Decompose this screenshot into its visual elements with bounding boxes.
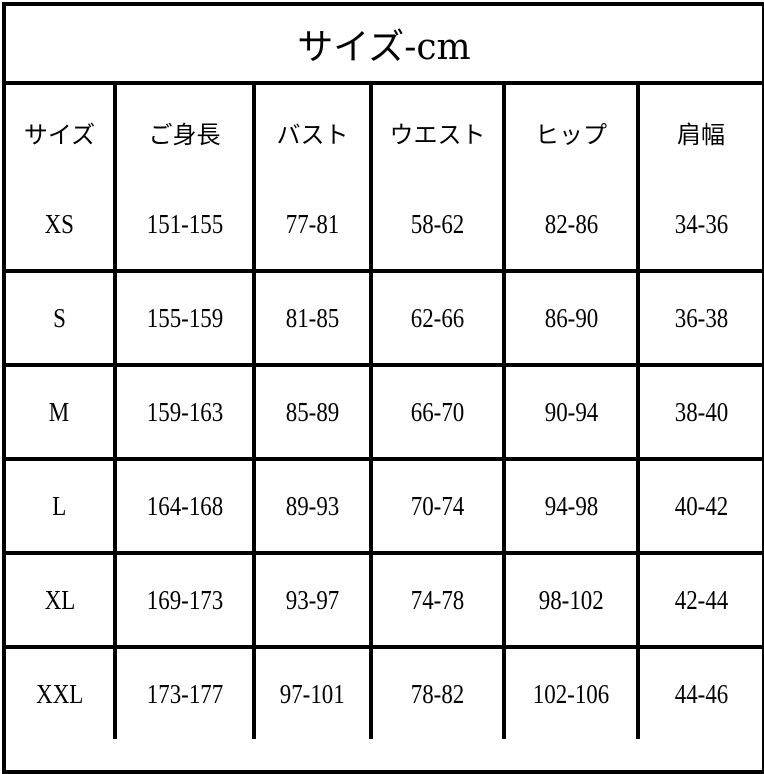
cell-text: 89-93: [285, 490, 340, 521]
cell-text: M: [49, 396, 70, 427]
cell-text: 78-82: [410, 678, 465, 709]
size-label-cell: M: [6, 363, 117, 461]
table-cell: 77-81: [252, 179, 373, 273]
table-cell: 42-44: [636, 551, 762, 649]
table-cell: 40-42: [636, 457, 762, 555]
cell-text: 155-159: [146, 302, 223, 333]
cell-text: 151-155: [146, 208, 223, 239]
table-cell: 58-62: [369, 179, 506, 273]
cell-text: 169-173: [146, 584, 223, 615]
table-cell: 85-89: [252, 363, 373, 461]
chart-title: サイズ-cm: [6, 6, 762, 85]
table-cell: 93-97: [252, 551, 373, 649]
cell-text: 164-168: [146, 490, 223, 521]
cell-text: 36-38: [674, 302, 728, 333]
table-row: M 159-163 85-89 66-70 90-94 38-40: [6, 363, 762, 461]
table-row: XXL 173-177 97-101 78-82 102-106 44-46: [6, 645, 762, 739]
cell-text: 159-163: [146, 396, 223, 427]
table-cell: 81-85: [252, 269, 373, 367]
table-cell: 159-163: [113, 363, 256, 461]
cell-text: XS: [44, 208, 75, 239]
cell-text: 85-89: [285, 396, 340, 427]
cell-text: 90-94: [544, 396, 598, 427]
header-cell: バスト: [252, 85, 373, 179]
table-cell: 38-40: [636, 363, 762, 461]
cell-text: 62-66: [410, 302, 465, 333]
cell-text: 40-42: [674, 490, 728, 521]
cell-text: S: [53, 302, 66, 333]
header-cell: ヒップ: [502, 85, 640, 179]
table-cell: 151-155: [113, 179, 256, 273]
cell-text: XL: [44, 584, 75, 615]
table-cell: 86-90: [502, 269, 640, 367]
cell-text: 173-177: [146, 678, 223, 709]
size-label-cell: XS: [6, 179, 117, 273]
cell-text: 74-78: [410, 584, 465, 615]
cell-text: 82-86: [544, 208, 598, 239]
size-label-cell: XXL: [6, 645, 117, 739]
table-cell: 102-106: [502, 645, 640, 739]
table-row: XL 169-173 93-97 74-78 98-102 42-44: [6, 551, 762, 649]
cell-text: 70-74: [410, 490, 465, 521]
cell-text: 44-46: [674, 678, 728, 709]
table-cell: 164-168: [113, 457, 256, 555]
header-cell: 肩幅: [636, 85, 762, 179]
header-row: サイズ ご身長 バスト ウエスト ヒップ 肩幅: [6, 85, 762, 179]
table-cell: 82-86: [502, 179, 640, 273]
table-cell: 34-36: [636, 179, 762, 273]
cell-text: 66-70: [410, 396, 465, 427]
size-table: サイズ ご身長 バスト ウエスト ヒップ 肩幅 XS 151-155 77-81 58…: [6, 85, 762, 739]
header-cell: サイズ: [6, 85, 117, 179]
cell-text: 86-90: [544, 302, 598, 333]
cell-text: 34-36: [674, 208, 728, 239]
cell-text: 42-44: [674, 584, 728, 615]
cell-text: 97-101: [279, 678, 346, 709]
header-cell: ウエスト: [369, 85, 506, 179]
header-cell: ご身長: [113, 85, 256, 179]
cell-text: 98-102: [538, 584, 604, 615]
table-cell: 36-38: [636, 269, 762, 367]
size-label-cell: L: [6, 457, 117, 555]
cell-text: 93-97: [285, 584, 340, 615]
cell-text: L: [52, 490, 67, 521]
cell-text: 38-40: [674, 396, 728, 427]
table-cell: 66-70: [369, 363, 506, 461]
cell-text: 94-98: [544, 490, 598, 521]
table-cell: 94-98: [502, 457, 640, 555]
table-cell: 155-159: [113, 269, 256, 367]
cell-text: XXL: [35, 678, 84, 709]
size-label-cell: XL: [6, 551, 117, 649]
table-cell: 97-101: [252, 645, 373, 739]
table-row: L 164-168 89-93 70-74 94-98 40-42: [6, 457, 762, 555]
table-row: XS 151-155 77-81 58-62 82-86 34-36: [6, 179, 762, 273]
cell-text: 58-62: [410, 208, 465, 239]
table-cell: 173-177: [113, 645, 256, 739]
cell-text: 102-106: [532, 678, 610, 709]
table-cell: 62-66: [369, 269, 506, 367]
cell-text: 77-81: [285, 208, 340, 239]
table-cell: 78-82: [369, 645, 506, 739]
table-cell: 169-173: [113, 551, 256, 649]
table-cell: 89-93: [252, 457, 373, 555]
table-cell: 70-74: [369, 457, 506, 555]
table-cell: 98-102: [502, 551, 640, 649]
table-cell: 90-94: [502, 363, 640, 461]
cell-text: 81-85: [285, 302, 340, 333]
table-cell: 44-46: [636, 645, 762, 739]
table-row: S 155-159 81-85 62-66 86-90 36-38: [6, 269, 762, 367]
size-label-cell: S: [6, 269, 117, 367]
table-cell: 74-78: [369, 551, 506, 649]
